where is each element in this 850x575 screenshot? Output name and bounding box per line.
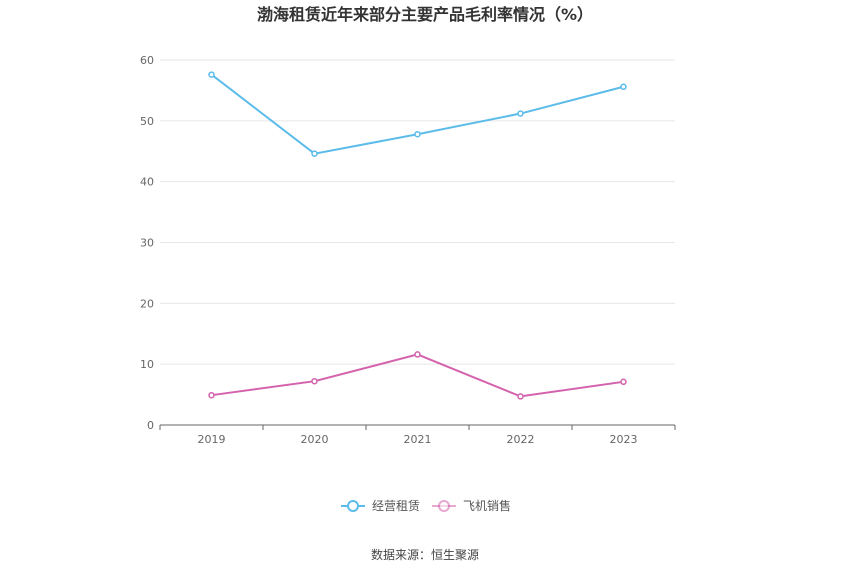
legend-label: 经营租赁 xyxy=(372,499,420,513)
x-tick-label: 2022 xyxy=(507,433,535,446)
y-axis-ticks: 0 10 20 30 40 50 60 xyxy=(140,54,154,432)
data-point[interactable] xyxy=(517,393,524,400)
series-1 xyxy=(208,71,627,157)
data-point[interactable] xyxy=(414,351,421,358)
y-tick-label: 30 xyxy=(140,237,154,250)
series-layer xyxy=(208,71,627,400)
x-axis-ticks: 2019 2020 2021 2022 2023 xyxy=(159,425,676,446)
y-tick-label: 0 xyxy=(147,419,154,432)
legend-label: 飞机销售 xyxy=(463,498,511,513)
data-point[interactable] xyxy=(620,83,627,91)
legend-item-series-1[interactable]: 经营租赁 xyxy=(341,499,420,513)
y-tick-label: 40 xyxy=(140,176,154,189)
data-point[interactable] xyxy=(620,378,627,386)
x-tick-label: 2019 xyxy=(198,433,226,446)
data-point[interactable] xyxy=(208,71,215,78)
legend-marker-circle xyxy=(438,500,450,512)
data-point[interactable] xyxy=(311,377,318,385)
legend: 经营租赁 飞机销售 xyxy=(341,498,511,513)
y-tick-label: 60 xyxy=(140,54,154,67)
grid-lines xyxy=(160,59,675,365)
chart-title: 渤海租赁近年来部分主要产品毛利率情况（%） xyxy=(257,5,593,24)
series-line xyxy=(211,353,624,398)
data-point[interactable] xyxy=(414,130,421,138)
series-2 xyxy=(208,351,627,400)
data-point[interactable] xyxy=(311,150,318,157)
y-tick-label: 20 xyxy=(140,297,154,310)
data-source: 数据来源：恒生聚源 xyxy=(371,547,479,562)
y-tick-label: 10 xyxy=(140,358,154,371)
x-tick-label: 2023 xyxy=(610,433,638,446)
legend-item-series-2[interactable]: 飞机销售 xyxy=(432,498,511,513)
y-tick-label: 50 xyxy=(140,115,154,128)
series-line xyxy=(210,73,624,155)
x-tick-label: 2021 xyxy=(404,433,432,446)
legend-marker-circle xyxy=(347,500,359,512)
data-point[interactable] xyxy=(517,110,524,117)
data-point[interactable] xyxy=(208,391,215,399)
x-tick-label: 2020 xyxy=(301,433,329,446)
